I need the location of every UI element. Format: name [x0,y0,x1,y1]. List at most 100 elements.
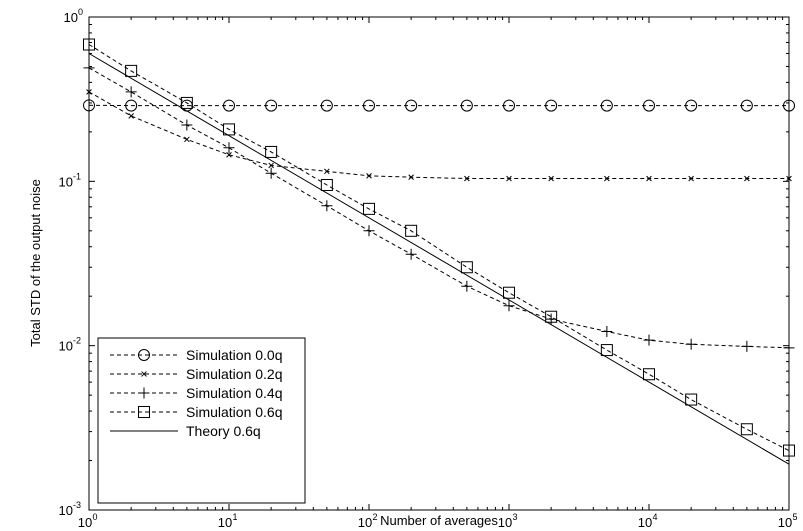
data-point [320,99,333,112]
data-point [363,99,375,112]
x-tick-label: 10 3 [498,512,518,530]
series-2 [83,62,795,354]
series-4 [88,53,790,465]
data-point [184,136,190,143]
legend-label: Simulation 0.6q [186,404,283,420]
legend-entry: Theory 0.6q [110,423,261,439]
tick-base: 10 [59,174,73,189]
tick-base: 10 [778,515,792,530]
x-axis-label: Number of averages [380,513,498,528]
series-line [88,91,789,179]
data-point [265,167,277,179]
data-point [268,162,274,169]
legend-entry: Simulation 0.6q [110,404,283,420]
tick-exponent: 1 [233,512,238,522]
data-point [408,174,414,180]
data-point [125,86,137,98]
legend-entry: Simulation 0.0q [110,347,283,363]
data-point [685,338,697,350]
x-tick-label: 10 2 [358,512,378,530]
legend-entry: Simulation 0.2q [110,366,283,382]
tick-base: 10 [78,515,92,530]
data-point [545,310,558,323]
tick-exponent: 5 [793,512,798,522]
series-line [88,44,790,452]
tick-base: 10 [218,515,232,530]
data-point [643,368,655,381]
data-point [688,175,694,182]
data-point [125,64,138,77]
x-tick-label: 10 1 [218,512,238,530]
data-point [180,96,193,109]
tick-exponent: -3 [73,500,81,510]
data-point [600,99,613,112]
data-point [363,225,375,237]
x-tick-labels: 10 0 10 1 10 2 10 3 10 4 10 5 [78,512,798,530]
data-point [181,119,193,131]
data-point [461,280,473,292]
tick-exponent: 3 [513,512,518,522]
data-point [265,99,278,112]
data-point [321,200,333,212]
x-tick-label: 10 0 [78,512,98,530]
data-point [223,142,235,154]
data-point [740,99,753,112]
data-point [265,145,278,158]
data-point [223,123,235,136]
data-point [503,99,515,112]
data-point [548,175,554,182]
tick-exponent: -1 [73,171,81,181]
y-tick-label: 10 0 [64,7,83,25]
tick-exponent: 2 [373,512,378,522]
data-point [503,300,515,312]
tick-base: 10 [59,339,73,354]
data-point [646,175,652,182]
data-point [506,175,512,182]
data-point [366,173,372,179]
tick-base: 10 [64,10,78,25]
legend-label: Simulation 0.0q [186,347,283,363]
data-point [226,152,232,158]
data-point [740,423,753,436]
data-point [685,99,698,112]
tick-base: 10 [498,515,512,530]
series-3 [83,38,795,457]
series-1 [86,89,792,182]
data-point [405,248,417,260]
tick-exponent: -2 [73,336,81,346]
data-point [125,99,138,112]
data-point [464,175,470,182]
data-point [320,178,333,191]
legend-label: Simulation 0.2q [186,366,283,382]
tick-marks [88,16,790,511]
tick-exponent: 4 [653,512,658,522]
legend-marker [138,387,150,399]
y-axis-label: Total STD of the output noise [28,179,43,347]
legend-marker [138,349,150,361]
data-point [460,261,473,274]
legend-marker [138,406,150,418]
legend-label: Simulation 0.4q [186,385,283,401]
data-point [601,325,613,337]
legend-marker [141,371,147,377]
x-tick-label: 10 5 [778,512,798,530]
data-point [460,99,473,112]
y-tick-label: 10 -3 [59,500,81,518]
tick-base: 10 [358,515,372,530]
data-point [643,99,655,112]
y-tick-label: 10 -2 [59,336,81,354]
data-point [503,286,515,299]
tick-base: 10 [59,503,73,518]
tick-exponent: 0 [78,7,83,17]
data-point [643,334,655,346]
tick-exponent: 0 [93,512,98,522]
data-point [741,340,753,352]
data-point [604,175,610,182]
data-point [128,113,134,119]
data-point [324,168,330,175]
data-point [685,393,698,406]
data-point [405,224,418,237]
data-point [600,344,613,357]
